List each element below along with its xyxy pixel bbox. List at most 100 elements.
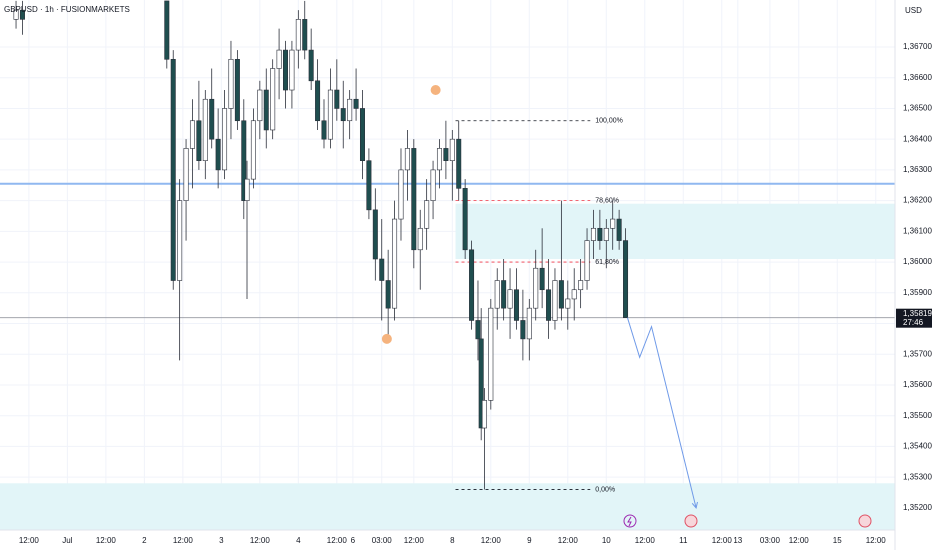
x-tick-label: 6 — [351, 536, 356, 545]
candle — [315, 59, 321, 130]
candle — [222, 90, 228, 180]
x-tick-label: 12:00 — [558, 536, 579, 545]
candle — [501, 259, 507, 321]
y-tick-label: 1,35900 — [903, 288, 932, 297]
x-tick-label: 8 — [450, 536, 455, 545]
candle — [578, 259, 584, 309]
candle-body — [558, 280, 564, 309]
candle — [507, 268, 513, 339]
candle — [552, 268, 558, 330]
candle — [398, 148, 404, 241]
candle-body — [366, 160, 372, 211]
candle-body — [449, 138, 455, 161]
y-tick-label: 1,36400 — [903, 134, 932, 143]
candle-body — [321, 120, 327, 140]
candle — [590, 209, 596, 260]
projection-arrowhead — [691, 501, 698, 509]
candle-body — [513, 289, 519, 321]
candle-body — [244, 178, 250, 201]
candle — [430, 160, 436, 220]
candle-body — [234, 58, 240, 122]
candle — [494, 268, 500, 330]
y-tick-label: 1,36700 — [903, 42, 932, 51]
candle — [228, 40, 234, 140]
candle — [546, 259, 552, 339]
candle-body — [430, 169, 436, 201]
candle-body — [584, 240, 590, 281]
candle — [539, 228, 545, 309]
candle-body — [379, 258, 385, 281]
candle-body — [610, 218, 616, 229]
candle — [526, 298, 532, 361]
x-tick-label: 12:00 — [250, 536, 271, 545]
candle-body — [436, 148, 442, 171]
candle-body — [507, 289, 513, 309]
candle — [424, 179, 430, 250]
candle-body — [469, 249, 475, 321]
x-tick-label: 3 — [219, 536, 224, 545]
x-tick-label: 12:00 — [712, 536, 733, 545]
price-tag-countdown: 27:46 — [903, 318, 924, 327]
candle — [436, 139, 442, 189]
candle — [340, 80, 346, 149]
candle — [250, 108, 256, 189]
y-tick-label: 1,35300 — [903, 472, 932, 481]
candle-body — [215, 138, 221, 171]
y-tick-label: 1,35500 — [903, 411, 932, 420]
candle-body — [424, 200, 430, 229]
candle-body — [183, 148, 189, 201]
candle — [241, 99, 247, 220]
candle — [372, 188, 378, 281]
candle — [558, 200, 564, 321]
candle — [289, 40, 295, 109]
candles — [13, 0, 629, 490]
x-tick-label: 12:00 — [866, 536, 887, 545]
candle-body — [478, 338, 484, 429]
candle-body — [616, 218, 622, 241]
event-icon[interactable] — [858, 514, 872, 528]
annotation-layer: 100,00% 78,60% 61,80% 0,00% — [381, 85, 698, 509]
candle-body — [481, 400, 487, 429]
candle-body — [578, 280, 584, 291]
candle — [478, 308, 484, 441]
fib-label: 100,00% — [595, 118, 623, 125]
event-icon[interactable] — [623, 514, 637, 528]
candle — [366, 148, 372, 220]
candle-body — [372, 209, 378, 260]
candle — [270, 59, 276, 140]
event-icon-glyph — [627, 516, 632, 527]
candle-body — [392, 218, 398, 309]
candle — [385, 249, 391, 339]
x-tick-label: 15 — [833, 536, 842, 545]
candle — [308, 28, 314, 91]
event-icon[interactable] — [684, 514, 698, 528]
price-tag-label: 1,35819 — [903, 309, 932, 318]
candle — [456, 120, 462, 201]
x-tick-label: 4 — [296, 536, 301, 545]
zone — [455, 203, 895, 260]
candle-body — [189, 120, 195, 149]
candle-body — [177, 200, 183, 281]
candle — [295, 10, 301, 69]
candle — [475, 280, 481, 361]
candle-body — [443, 148, 449, 161]
candle — [379, 219, 385, 321]
x-tick-label: 10 — [602, 536, 611, 545]
candle-body — [398, 169, 404, 220]
candle — [13, 0, 19, 29]
background-layer — [0, 0, 895, 530]
candle-body — [209, 98, 215, 140]
candle — [565, 280, 571, 330]
candle-body — [196, 120, 202, 161]
candle — [257, 80, 263, 140]
candle — [327, 68, 333, 149]
candle-body — [250, 120, 256, 180]
x-tick-label: 9 — [527, 536, 532, 545]
candle — [449, 129, 455, 201]
candle — [469, 240, 475, 330]
axes: 1,36700 1,36600 1,36500 1,36400 1,36300 1,362… — [19, 42, 932, 545]
candle-body — [164, 0, 170, 60]
